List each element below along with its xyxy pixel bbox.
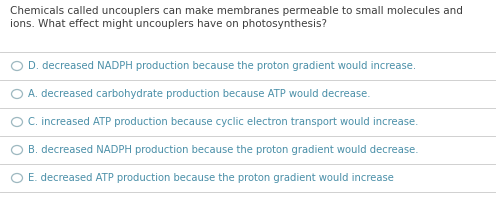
Text: B. decreased NADPH production because the proton gradient would decrease.: B. decreased NADPH production because th… (27, 145, 418, 155)
Text: C. increased ATP production because cyclic electron transport would increase.: C. increased ATP production because cycl… (27, 117, 418, 127)
Text: E. decreased ATP production because the proton gradient would increase: E. decreased ATP production because the … (27, 173, 393, 183)
Text: Chemicals called uncouplers can make membranes permeable to small molecules and: Chemicals called uncouplers can make mem… (10, 6, 463, 16)
Text: D. decreased NADPH production because the proton gradient would increase.: D. decreased NADPH production because th… (27, 61, 416, 71)
Text: ions. What effect might uncouplers have on photosynthesis?: ions. What effect might uncouplers have … (10, 19, 327, 29)
Text: A. decreased carbohydrate production because ATP would decrease.: A. decreased carbohydrate production bec… (27, 89, 370, 99)
